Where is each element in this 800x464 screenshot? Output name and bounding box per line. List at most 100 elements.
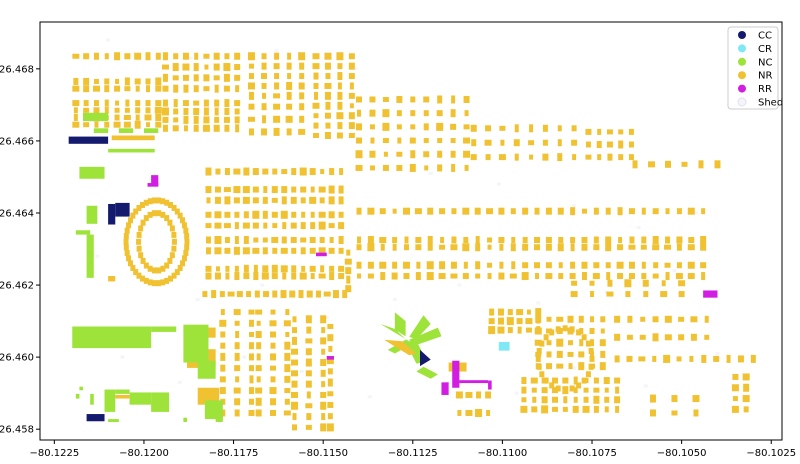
house (104, 106, 109, 114)
house (337, 101, 343, 110)
house (162, 116, 169, 123)
house (628, 244, 636, 250)
house (203, 53, 210, 59)
house (382, 122, 390, 131)
house (310, 186, 315, 193)
house (291, 380, 298, 388)
house (534, 244, 541, 251)
house (213, 52, 220, 60)
house (306, 326, 312, 334)
house (465, 391, 473, 398)
house (262, 247, 268, 255)
house (555, 385, 561, 392)
house (628, 273, 635, 280)
house (671, 410, 678, 416)
house (124, 249, 130, 256)
house (310, 273, 315, 280)
nc-building (151, 392, 170, 412)
house (439, 261, 446, 270)
house (558, 262, 563, 269)
house (242, 222, 250, 229)
house (336, 132, 343, 139)
house (618, 140, 624, 149)
house (486, 208, 494, 215)
house (569, 326, 575, 333)
house (604, 387, 609, 393)
house (249, 375, 254, 384)
residential-block (205, 236, 344, 255)
house (556, 316, 564, 322)
house (487, 237, 493, 243)
house (618, 129, 624, 135)
house (628, 261, 635, 269)
house (220, 342, 226, 349)
house (286, 62, 292, 70)
house (144, 114, 152, 121)
residential-block (488, 308, 542, 335)
house (570, 243, 575, 252)
house (143, 277, 149, 284)
house (83, 85, 90, 93)
house (193, 63, 199, 72)
house (289, 290, 296, 298)
house (299, 272, 307, 280)
shed-building (572, 204, 577, 208)
nc-building (380, 324, 417, 346)
shed-building (536, 301, 541, 305)
house (664, 244, 672, 250)
house (93, 100, 99, 107)
house (223, 85, 230, 92)
legend-marker-cc (738, 31, 746, 39)
house (517, 326, 522, 334)
house (355, 164, 363, 171)
house (234, 272, 240, 281)
house (252, 168, 259, 176)
house (280, 247, 288, 254)
house (639, 334, 646, 340)
house (436, 110, 443, 117)
house (320, 401, 327, 410)
house (134, 52, 142, 60)
house (426, 272, 434, 281)
house (516, 318, 523, 325)
house (321, 348, 326, 355)
house (262, 92, 267, 99)
house (572, 405, 579, 413)
house (545, 207, 552, 215)
house (451, 163, 456, 172)
house (181, 222, 187, 229)
house (567, 315, 574, 323)
house (546, 316, 552, 322)
house (138, 252, 144, 259)
house (161, 64, 169, 70)
house (367, 273, 374, 279)
legend-label-nc: NC (758, 57, 772, 68)
house (382, 164, 389, 171)
house (156, 197, 162, 204)
legend-label-shed: Shed (758, 98, 783, 109)
rr-building (151, 175, 159, 186)
house (270, 342, 276, 349)
house (641, 207, 646, 215)
house (534, 327, 542, 335)
house (183, 115, 189, 124)
house (714, 160, 721, 169)
house (604, 406, 609, 413)
house (485, 391, 492, 399)
legend-label-cc: CC (758, 31, 772, 42)
house (214, 116, 220, 123)
house (173, 84, 179, 93)
house (338, 185, 344, 194)
house (557, 125, 562, 132)
house (345, 267, 352, 275)
house (255, 330, 262, 338)
house (172, 75, 179, 81)
house (531, 406, 538, 413)
cr-building (498, 341, 510, 351)
house (539, 340, 545, 347)
y-tick-label: 26.460 (0, 353, 34, 364)
house (255, 309, 263, 315)
house (235, 124, 240, 133)
house (164, 199, 170, 206)
house (529, 154, 534, 160)
